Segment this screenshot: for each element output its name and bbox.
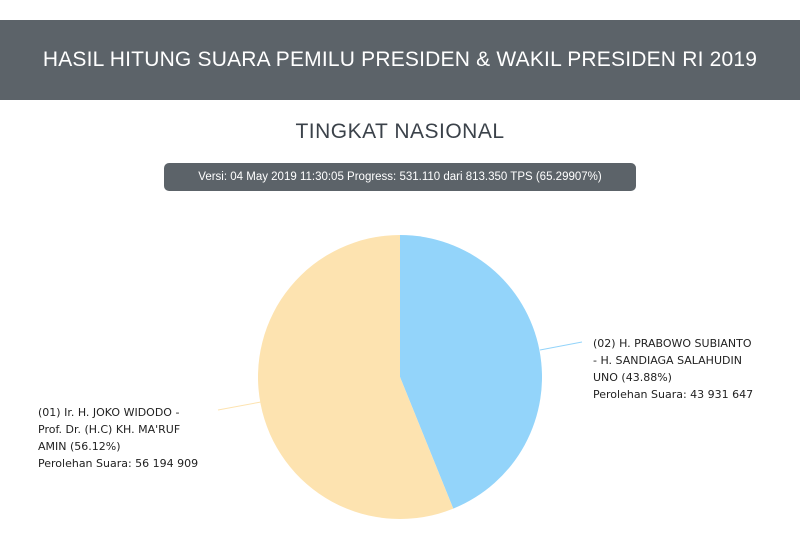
slice-label-02-line: Perolehan Suara: 43 931 647 xyxy=(593,388,753,401)
version-badge: Versi: 04 May 2019 11:30:05 Progress: 53… xyxy=(164,163,636,191)
slice-label-02-line: UNO (43.88%) xyxy=(593,371,672,384)
pie-slice-02 xyxy=(400,235,542,509)
header-bar: HASIL HITUNG SUARA PEMILU PRESIDEN & WAK… xyxy=(0,20,800,100)
slice-labels: (02) H. PRABOWO SUBIANTO - H. SANDIAGA SA… xyxy=(38,337,753,470)
section-title: TINGKAT NASIONAL xyxy=(295,120,505,143)
page-title: HASIL HITUNG SUARA PEMILU PRESIDEN & WAK… xyxy=(42,48,758,71)
pie-slices xyxy=(258,235,542,519)
connector-02 xyxy=(539,341,583,351)
connector-01 xyxy=(217,401,262,411)
slice-label-01-line: (01) Ir. H. JOKO WIDODO - xyxy=(38,406,179,419)
slice-label-02-line: - H. SANDIAGA SALAHUDIN xyxy=(593,354,742,367)
slice-label-01-line: AMIN (56.12%) xyxy=(38,440,121,453)
pie-chart: (02) H. PRABOWO SUBIANTO - H. SANDIAGA SA… xyxy=(38,235,753,519)
slice-label-02-line: (02) H. PRABOWO SUBIANTO xyxy=(593,337,752,350)
label-connectors xyxy=(217,341,583,411)
slice-label-01: (01) Ir. H. JOKO WIDODO - Prof. Dr. (H.C)… xyxy=(38,406,198,470)
pie-slice-01 xyxy=(258,235,454,519)
slice-label-01-line: Perolehan Suara: 56 194 909 xyxy=(38,457,198,470)
top-strip xyxy=(0,0,800,16)
slice-label-02: (02) H. PRABOWO SUBIANTO - H. SANDIAGA SA… xyxy=(593,337,753,401)
slice-label-01-line: Prof. Dr. (H.C) KH. MA'RUF xyxy=(38,423,180,436)
